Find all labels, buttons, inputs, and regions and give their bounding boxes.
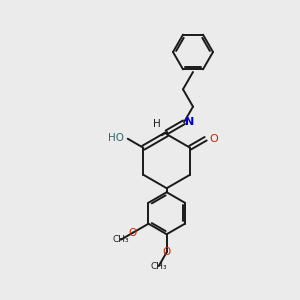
- Text: HO: HO: [108, 133, 124, 143]
- Text: N: N: [185, 117, 194, 127]
- Text: O: O: [210, 134, 218, 144]
- Text: CH₃: CH₃: [112, 235, 129, 244]
- Text: O: O: [163, 247, 171, 257]
- Text: H: H: [153, 119, 161, 129]
- Text: O: O: [129, 228, 137, 238]
- Text: CH₃: CH₃: [150, 262, 167, 271]
